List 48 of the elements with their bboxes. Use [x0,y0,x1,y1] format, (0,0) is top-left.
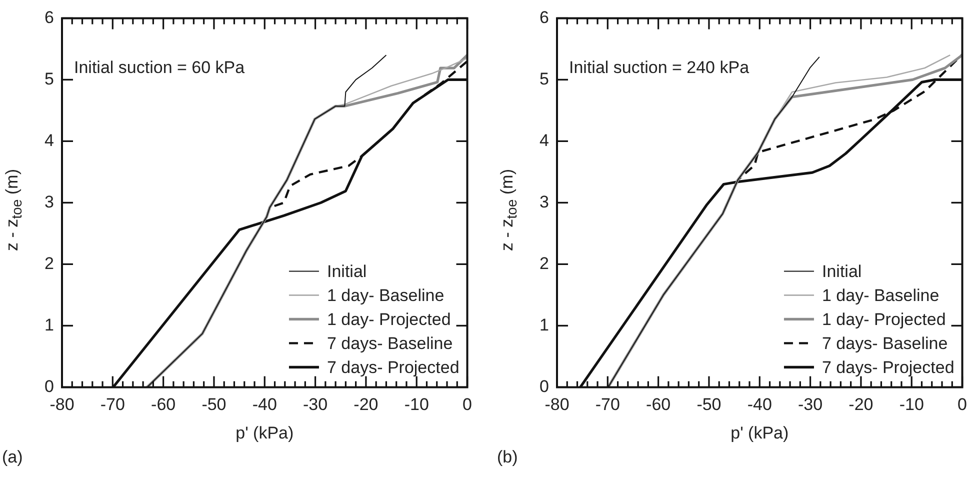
legend-label: 1 day- Projected [326,310,451,329]
x-tick-label: -30 [798,395,823,414]
legend-label: 1 day- Baseline [822,286,940,305]
y-tick-label: 1 [540,315,549,334]
legend-label: 7 days- Projected [326,358,460,377]
y-tick-label: 4 [44,130,54,150]
x-tick-label: -30 [303,395,328,414]
x-tick-label: -70 [100,395,125,414]
legend-label: 7 days- Baseline [326,334,453,353]
text: (b) [497,448,518,467]
x-tick-label: 0 [462,395,472,414]
legend-label: Initial [326,262,367,281]
x-tick-label: -80 [50,395,74,414]
x-tick-label: -50 [202,395,226,414]
y-tick-label: 3 [44,192,54,212]
y-tick-label: 0 [44,376,54,396]
x-axis-title: p' (kPa) [236,423,294,442]
legend-label: 1 day- Projected [822,310,946,329]
y-tick-label: 1 [44,315,54,334]
x-axis-title: p' (kPa) [730,423,789,442]
x-tick-label: -20 [848,395,874,414]
text: (a) [2,448,23,467]
y-tick-label: 2 [540,254,549,273]
legend-label: 7 days- Projected [822,358,954,377]
x-tick-label: -10 [899,395,924,414]
y-tick-label: 0 [540,376,549,396]
y-tick-label: 2 [44,254,54,273]
y-tick-label: 6 [44,8,54,27]
y-tick-label: 3 [540,192,549,212]
x-tick-label: -60 [151,395,176,414]
x-tick-label: -50 [696,395,722,414]
y-tick-label: 6 [540,8,549,27]
y-tick-label: 5 [540,69,549,88]
annotation: Initial suction = 240 kPa [569,58,750,77]
annotation: Initial suction = 60 kPa [74,58,246,77]
x-tick-label: -10 [404,395,429,414]
x-tick-label: -40 [252,395,277,414]
x-tick-label: -40 [747,395,772,414]
x-tick-label: -60 [646,395,671,414]
x-tick-label: -80 [544,395,570,414]
legend-label: 1 day- Baseline [326,286,444,305]
y-tick-label: 4 [540,130,549,150]
legend-label: 7 days- Baseline [822,334,948,353]
y-tick-label: 5 [44,69,54,88]
x-tick-label: -20 [354,395,378,414]
x-tick-label: 0 [958,395,968,414]
x-tick-label: -70 [595,395,620,414]
legend-label: Initial [822,262,862,281]
